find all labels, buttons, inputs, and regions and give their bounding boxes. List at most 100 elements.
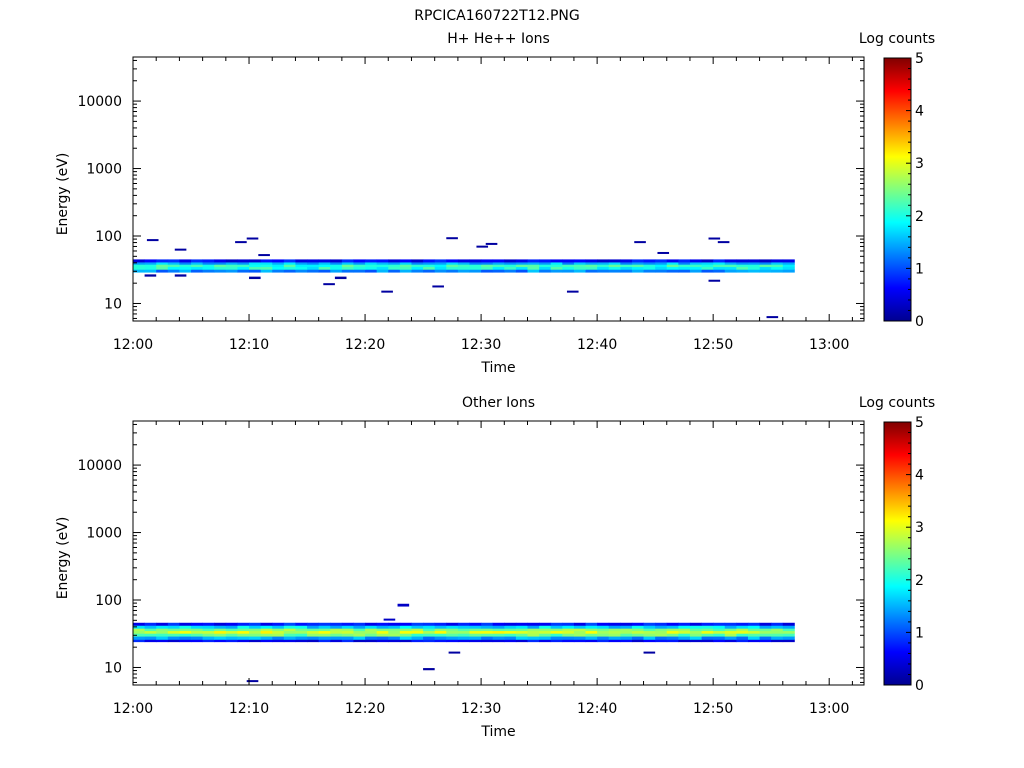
heatmap-speckle bbox=[643, 651, 656, 654]
heatmap-cell bbox=[771, 266, 784, 270]
heatmap-cell bbox=[272, 622, 285, 626]
heatmap-cell bbox=[771, 633, 784, 637]
heatmap-cell bbox=[376, 630, 389, 634]
heatmap-cell bbox=[272, 628, 285, 632]
heatmap-cell bbox=[771, 264, 784, 268]
heatmap-cell bbox=[225, 630, 238, 634]
heatmap-cell bbox=[202, 625, 215, 629]
heatmap-cell bbox=[689, 628, 702, 632]
heatmap-cell bbox=[133, 266, 145, 270]
heatmap-cell bbox=[678, 636, 691, 640]
heatmap-cell bbox=[446, 639, 459, 643]
heatmap-cell bbox=[225, 266, 238, 270]
heatmap-cell bbox=[191, 266, 204, 270]
heatmap-cell bbox=[701, 639, 714, 643]
heatmap-cell bbox=[736, 259, 749, 263]
heatmap-cell bbox=[759, 636, 772, 640]
heatmap-cell bbox=[759, 264, 772, 268]
heatmap-cell bbox=[689, 622, 702, 626]
heatmap-cell bbox=[573, 633, 586, 637]
heatmap-cell bbox=[631, 633, 644, 637]
heatmap-cell bbox=[747, 262, 760, 265]
heatmap-speckle bbox=[246, 237, 259, 240]
heatmap-cell bbox=[736, 269, 749, 273]
heatmap-cell bbox=[620, 625, 633, 629]
heatmap-cell bbox=[527, 636, 540, 640]
heatmap-cell bbox=[724, 262, 737, 265]
heatmap-cell bbox=[550, 630, 563, 634]
heatmap-cell bbox=[457, 630, 470, 634]
heatmap-cell bbox=[376, 639, 389, 643]
heatmap-cell bbox=[330, 630, 343, 634]
heatmap-cell bbox=[318, 625, 331, 629]
heatmap-cell bbox=[272, 264, 285, 268]
heatmap-cell bbox=[202, 622, 215, 626]
heatmap-cell bbox=[562, 622, 575, 626]
heatmap-cell bbox=[376, 628, 389, 632]
heatmap-cell bbox=[457, 269, 470, 273]
heatmap-cell bbox=[597, 639, 610, 643]
heatmap-cell bbox=[747, 259, 760, 263]
heatmap-cell bbox=[156, 636, 169, 640]
heatmap-speckle bbox=[634, 241, 646, 244]
heatmap-cell bbox=[481, 628, 494, 632]
heatmap-cell bbox=[283, 625, 296, 629]
x-axis-label: Time bbox=[480, 360, 515, 376]
heatmap-cell bbox=[666, 636, 679, 640]
colorbar-tick-label: 0 bbox=[915, 678, 924, 694]
heatmap-cell bbox=[179, 264, 192, 268]
heatmap-cell bbox=[724, 630, 737, 634]
heatmap-cell bbox=[225, 264, 238, 268]
heatmap-cell bbox=[237, 262, 250, 265]
heatmap-speckle bbox=[485, 242, 498, 245]
heatmap-cell bbox=[562, 628, 575, 632]
heatmap-cell bbox=[202, 266, 215, 270]
heatmap-cell bbox=[341, 633, 354, 637]
heatmap-cell bbox=[631, 269, 644, 273]
heatmap-cell bbox=[597, 266, 610, 270]
heatmap-cell bbox=[191, 262, 204, 265]
heatmap-cell bbox=[782, 630, 795, 634]
heatmap-cell bbox=[191, 259, 204, 263]
heatmap-cell bbox=[191, 630, 204, 634]
heatmap-cell bbox=[701, 630, 714, 634]
heatmap-cell bbox=[631, 636, 644, 640]
heatmap-cell bbox=[399, 639, 412, 643]
heatmap-cell bbox=[202, 630, 215, 634]
colorbar-tick-label: 0 bbox=[915, 314, 924, 330]
heatmap-cell bbox=[272, 266, 285, 270]
heatmap-cell bbox=[666, 262, 679, 265]
heatmap-cell bbox=[307, 628, 320, 632]
heatmap-cell bbox=[249, 269, 262, 273]
heatmap-cell bbox=[434, 633, 447, 637]
heatmap-cell bbox=[191, 628, 204, 632]
heatmap-cell bbox=[782, 262, 795, 265]
heatmap-cell bbox=[457, 262, 470, 265]
x-tick-label: 12:10 bbox=[229, 337, 269, 353]
heatmap-cell bbox=[446, 266, 459, 270]
heatmap-cell bbox=[620, 639, 633, 643]
heatmap-speckle bbox=[766, 316, 779, 319]
heatmap-cell bbox=[214, 639, 227, 643]
heatmap-cell bbox=[318, 636, 331, 640]
heatmap-cell bbox=[608, 269, 621, 273]
heatmap-cell bbox=[341, 259, 354, 263]
heatmap-cell bbox=[249, 259, 262, 263]
heatmap-cell bbox=[515, 636, 528, 640]
heatmap-cell bbox=[469, 269, 482, 273]
heatmap-cell bbox=[515, 622, 528, 626]
heatmap-cell bbox=[365, 636, 378, 640]
heatmap-cell bbox=[318, 630, 331, 634]
heatmap-cell bbox=[167, 628, 180, 632]
heatmap-cell bbox=[713, 625, 726, 629]
heatmap-cell bbox=[620, 633, 633, 637]
heatmap-cell bbox=[179, 628, 192, 632]
heatmap-cell bbox=[655, 628, 668, 632]
heatmap-cell bbox=[283, 622, 296, 626]
heatmap-cell bbox=[341, 628, 354, 632]
figure-title: RPCICA160722T12.PNG bbox=[414, 8, 579, 24]
heatmap-cell bbox=[573, 266, 586, 270]
heatmap-cell bbox=[585, 622, 598, 626]
colorbar-label: Log counts bbox=[859, 395, 935, 411]
heatmap-cell bbox=[492, 636, 505, 640]
